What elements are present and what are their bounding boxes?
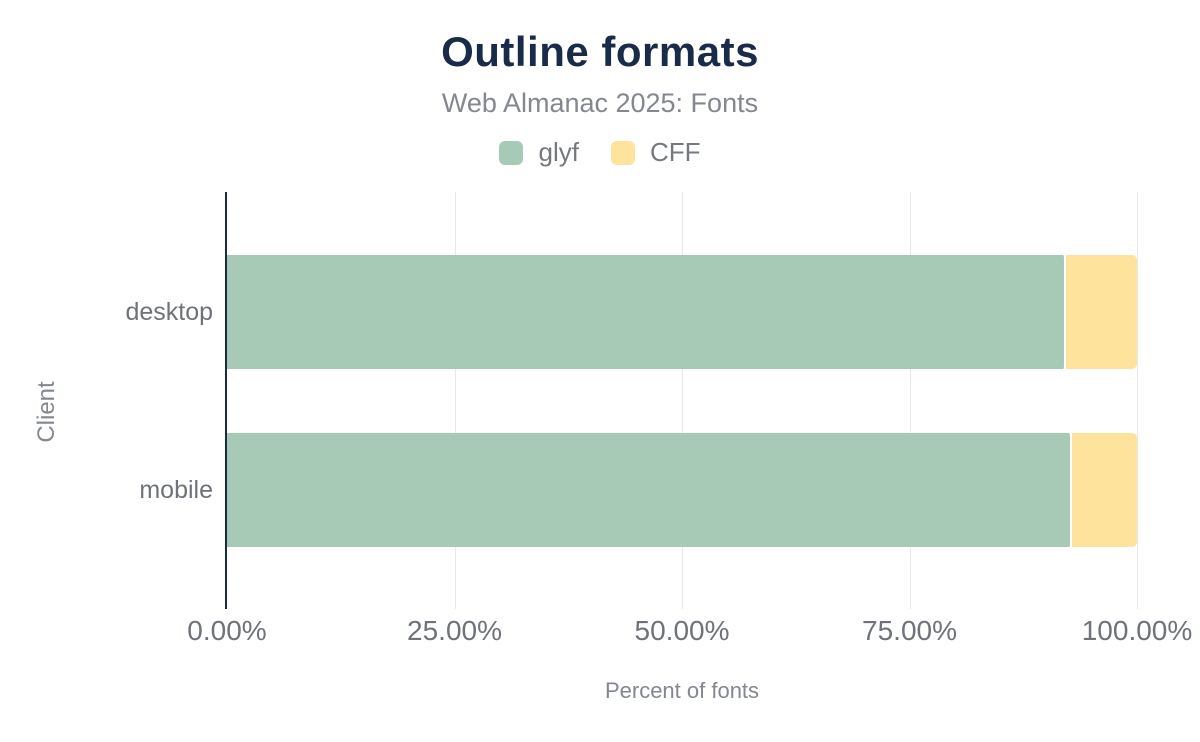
bar-mobile [227, 433, 1137, 547]
bar-segment-glyf-mobile[interactable] [227, 433, 1072, 547]
legend: glyf CFF [0, 137, 1200, 168]
chart-subtitle: Web Almanac 2025: Fonts [441, 88, 759, 118]
legend-label: glyf [538, 137, 579, 167]
category-label-desktop: desktop [125, 298, 213, 326]
x-tick-label: 50.00% [634, 615, 730, 646]
bar-segment-CFF-desktop[interactable] [1066, 255, 1137, 369]
bar-segment-CFF-mobile[interactable] [1072, 433, 1137, 547]
bar-desktop [227, 255, 1137, 369]
legend-swatch-glyf [499, 140, 524, 165]
y-axis-title: Client [33, 381, 60, 443]
gridline-75 [910, 192, 911, 609]
gridline-100 [1137, 192, 1138, 609]
legend-item-CFF[interactable]: CFF [610, 137, 701, 168]
gridline-25 [455, 192, 456, 609]
x-axis-title: Percent of fonts [604, 678, 760, 703]
bar-segment-glyf-desktop[interactable] [227, 255, 1066, 369]
x-tick-label: 100.00% [1081, 615, 1193, 646]
category-label-mobile: mobile [139, 476, 213, 504]
x-tick-label: 25.00% [407, 615, 502, 646]
gridline-50 [682, 192, 683, 609]
x-tick-label: 75.00% [862, 615, 957, 646]
chart-title: Outline formats [441, 28, 759, 75]
y-axis-line [225, 192, 227, 609]
x-tick-label: 0.00% [187, 615, 267, 646]
legend-label: CFF [649, 137, 701, 167]
legend-swatch-CFF [610, 140, 635, 165]
plot-area [225, 192, 1138, 609]
legend-item-glyf[interactable]: glyf [499, 137, 579, 168]
